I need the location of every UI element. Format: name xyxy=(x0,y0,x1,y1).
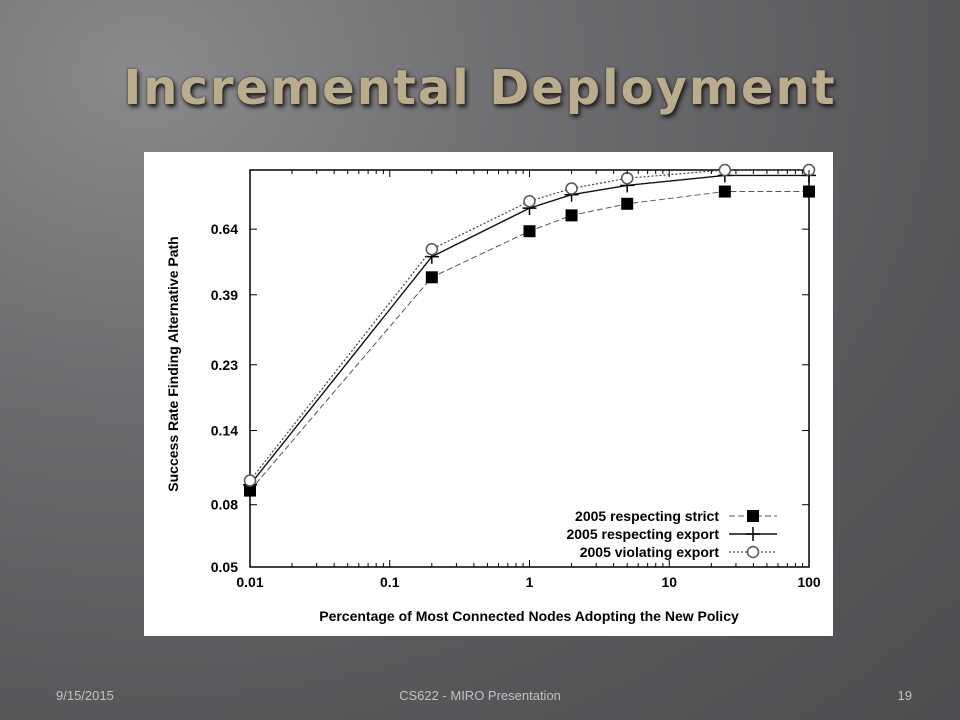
y-tick-label: 0.05 xyxy=(211,559,238,575)
chart-legend: 2005 respecting strict 2005 respecting ex… xyxy=(566,508,777,560)
data-point xyxy=(718,185,731,198)
data-point xyxy=(425,242,439,256)
slide-title: Incremental Deployment xyxy=(123,60,837,116)
series-line xyxy=(249,174,809,486)
y-tick-label: 0.08 xyxy=(211,497,238,513)
x-tick-label: 0.01 xyxy=(236,574,263,590)
data-point xyxy=(621,197,634,210)
line-chart: 0.01 0.1 1 10 100 0.05 0.08 0.14 0.23 0.39 0.64 Su… xyxy=(165,163,821,624)
data-point xyxy=(803,185,815,198)
y-tick-label: 0.64 xyxy=(211,221,238,237)
data-point xyxy=(565,182,578,195)
y-tick-label: 0.14 xyxy=(211,423,238,439)
data-point xyxy=(425,271,438,284)
chart-panel: 0.01 0.1 1 10 100 0.05 0.08 0.14 0.23 0.39 0.64 Su… xyxy=(144,152,833,636)
page-number: 19 xyxy=(897,688,912,703)
series-line xyxy=(249,169,809,481)
x-tick-label: 100 xyxy=(797,574,821,590)
series-2 xyxy=(243,168,816,492)
legend-label: 2005 respecting export xyxy=(566,526,719,542)
data-point xyxy=(620,171,634,185)
y-axis-label: Success Rate Finding Alternative Path xyxy=(165,236,181,491)
data-point xyxy=(565,209,578,222)
legend-marker xyxy=(747,510,759,522)
x-tick-label: 1 xyxy=(526,574,534,590)
legend-label: 2005 respecting strict xyxy=(575,508,719,524)
legend-label: 2005 violating export xyxy=(580,544,720,560)
x-tick-label: 0.1 xyxy=(380,574,400,590)
chart-marks xyxy=(243,163,816,497)
data-point xyxy=(243,474,257,487)
x-tick-label: 10 xyxy=(661,574,677,590)
series-1 xyxy=(244,185,815,497)
data-point xyxy=(523,225,536,238)
x-axis-label: Percentage of Most Connected Nodes Adopt… xyxy=(319,608,739,624)
series-3 xyxy=(243,163,816,487)
legend-marker xyxy=(746,545,760,559)
y-tick-label: 0.23 xyxy=(211,357,238,373)
y-tick-label: 0.39 xyxy=(211,287,238,303)
footer-presentation-name: CS622 - MIRO Presentation xyxy=(399,688,561,703)
data-point xyxy=(718,163,732,177)
footer-date: 9/15/2015 xyxy=(56,688,114,703)
data-point xyxy=(523,194,536,208)
axis-ticks: 0.01 0.1 1 10 100 0.05 0.08 0.14 0.23 0.39 0.64 xyxy=(211,170,821,590)
legend-marker xyxy=(746,527,760,541)
